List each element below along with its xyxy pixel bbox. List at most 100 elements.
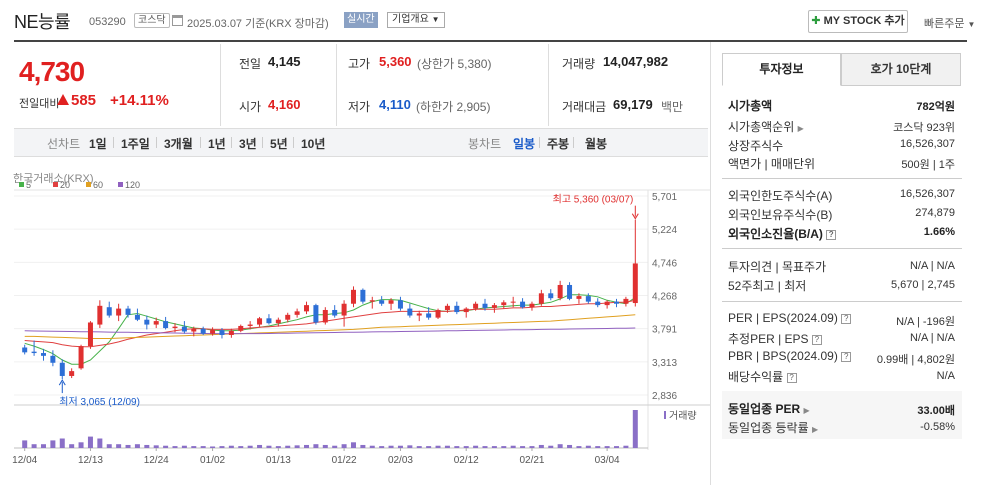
candle-body	[275, 319, 281, 324]
candle-body	[172, 326, 178, 329]
candle-body	[125, 308, 131, 315]
divider	[293, 137, 294, 148]
help-icon[interactable]: ?	[841, 351, 852, 362]
divider	[336, 44, 337, 126]
candle-body	[350, 289, 356, 304]
candle-body	[473, 303, 479, 309]
price-chart[interactable]: 한국거래소(KRX)5 20 60 120 5,701 5,224 4,746 4,268 3,…	[0, 160, 710, 485]
foreign-ratio-value: 1.66%	[923, 226, 955, 238]
volume-bar	[116, 444, 122, 448]
volume-bar	[210, 446, 216, 448]
volume-bar	[388, 445, 394, 448]
chevron-down-icon: ▼	[431, 15, 440, 24]
candle-body	[407, 308, 413, 316]
candle-body	[538, 293, 544, 304]
volume-bar	[614, 446, 620, 448]
candle-body	[22, 347, 28, 353]
candle-body	[200, 328, 206, 334]
volume-bar	[144, 444, 150, 448]
pbr-bps-label: PBR | BPS(2024.09) ?	[728, 349, 852, 363]
tab-invest-info[interactable]: 투자정보	[722, 53, 841, 86]
company-overview-button[interactable]: 기업개요 ▼	[387, 12, 445, 28]
chevron-right-icon[interactable]: ▶	[811, 425, 819, 434]
volume-bar	[31, 444, 37, 448]
prev-close-value: 4,145	[268, 54, 301, 69]
add-mystock-button[interactable]: ✚ MY STOCK 추가	[808, 10, 908, 33]
candle-body	[510, 301, 516, 303]
volume-bar	[228, 445, 234, 448]
chevron-right-icon[interactable]: ▶	[803, 406, 810, 415]
candle-body	[388, 300, 394, 304]
legend-label-ma5: 5	[26, 180, 31, 190]
candle-body	[40, 353, 46, 356]
volume-bar	[369, 445, 375, 448]
volume-bar	[576, 446, 582, 448]
volume-bar	[313, 444, 319, 448]
volume-bar	[473, 445, 479, 448]
volume-bar	[257, 444, 263, 448]
candle-body	[623, 298, 629, 304]
divider	[200, 137, 201, 148]
tab-1year[interactable]: 1년	[208, 137, 226, 151]
candle-body	[116, 308, 122, 316]
min-price-annotation: 최저 3,065 (12/09)	[59, 396, 140, 408]
candle-body	[257, 318, 263, 325]
volume-bar	[510, 445, 516, 448]
change-label: 전일대비	[19, 98, 60, 110]
volume-bar	[548, 445, 554, 448]
divider	[548, 44, 549, 126]
tab-3years[interactable]: 3년	[239, 137, 257, 151]
dividend-label: 배당수익률 ?	[728, 368, 797, 385]
tab-10years[interactable]: 10년	[301, 137, 326, 151]
add-mystock-label: MY STOCK 추가	[823, 15, 905, 27]
lower-limit: (하한가 2,905)	[416, 100, 491, 114]
help-icon[interactable]: ?	[841, 313, 852, 324]
volume-bar	[529, 446, 535, 448]
volume-bar	[219, 446, 225, 448]
help-icon[interactable]: ?	[811, 334, 822, 345]
amount-unit: 백만	[661, 100, 684, 114]
volume-bar	[304, 444, 310, 448]
candle-body	[397, 300, 403, 309]
volume-bar	[22, 440, 28, 448]
tab-5years[interactable]: 5년	[270, 137, 288, 151]
industry-rate-label-text: 동일업종 등락률	[728, 421, 809, 435]
cap-rank-value: 코스닥 923위	[893, 122, 955, 134]
volume-bar	[491, 446, 497, 448]
current-price: 4,730	[19, 56, 85, 87]
foreign-hold-label: 외국인보유주식수(B)	[728, 208, 833, 222]
chevron-right-icon[interactable]: ▶	[797, 124, 804, 133]
min-arrowhead-icon	[58, 379, 66, 386]
stock-name: NE능률	[14, 12, 71, 32]
period-tab-bar	[14, 128, 708, 157]
dividend-label-text: 배당수익률	[728, 370, 784, 384]
tab-weekly-candle[interactable]: 주봉	[547, 137, 570, 151]
help-icon[interactable]: ?	[826, 229, 837, 240]
max-price-annotation: 최고 5,360 (03/07)	[553, 194, 634, 206]
stock-header: NE능률 053290 코스닥 2025.03.07 기준(KRX 장마감) 실…	[0, 0, 982, 40]
candle-body	[247, 324, 253, 326]
tab-1day[interactable]: 1일	[89, 137, 107, 151]
tab-hoga-10[interactable]: 호가 10단계	[841, 53, 961, 86]
high-value: 5,360	[379, 54, 412, 69]
tab-1week[interactable]: 1주일	[121, 137, 150, 151]
x-tick-label: 12/04	[12, 455, 37, 466]
legend-label-ma60: 60	[93, 180, 103, 190]
candle-body	[266, 318, 272, 324]
change-amount: 585	[71, 92, 97, 109]
volume-bar	[604, 446, 610, 448]
divider	[220, 44, 221, 126]
tab-daily-candle[interactable]: 일봉	[513, 137, 536, 151]
quick-order-button[interactable]: 빠른주문 ▼	[924, 15, 975, 31]
realtime-button[interactable]: 실시간	[344, 12, 378, 28]
foreign-hold-value: 274,879	[915, 207, 955, 219]
volume-bar	[285, 445, 291, 448]
volume-bar	[585, 445, 591, 448]
volume-bar	[322, 444, 328, 448]
help-icon[interactable]: ?	[786, 372, 797, 383]
tab-3months[interactable]: 3개월	[164, 137, 193, 151]
x-tick-label: 12/24	[144, 455, 169, 466]
tab-monthly-candle[interactable]: 월봉	[585, 137, 608, 151]
candle-body	[585, 296, 591, 302]
foreign-ratio-label: 외국인소진율(B/A) ?	[728, 225, 837, 242]
